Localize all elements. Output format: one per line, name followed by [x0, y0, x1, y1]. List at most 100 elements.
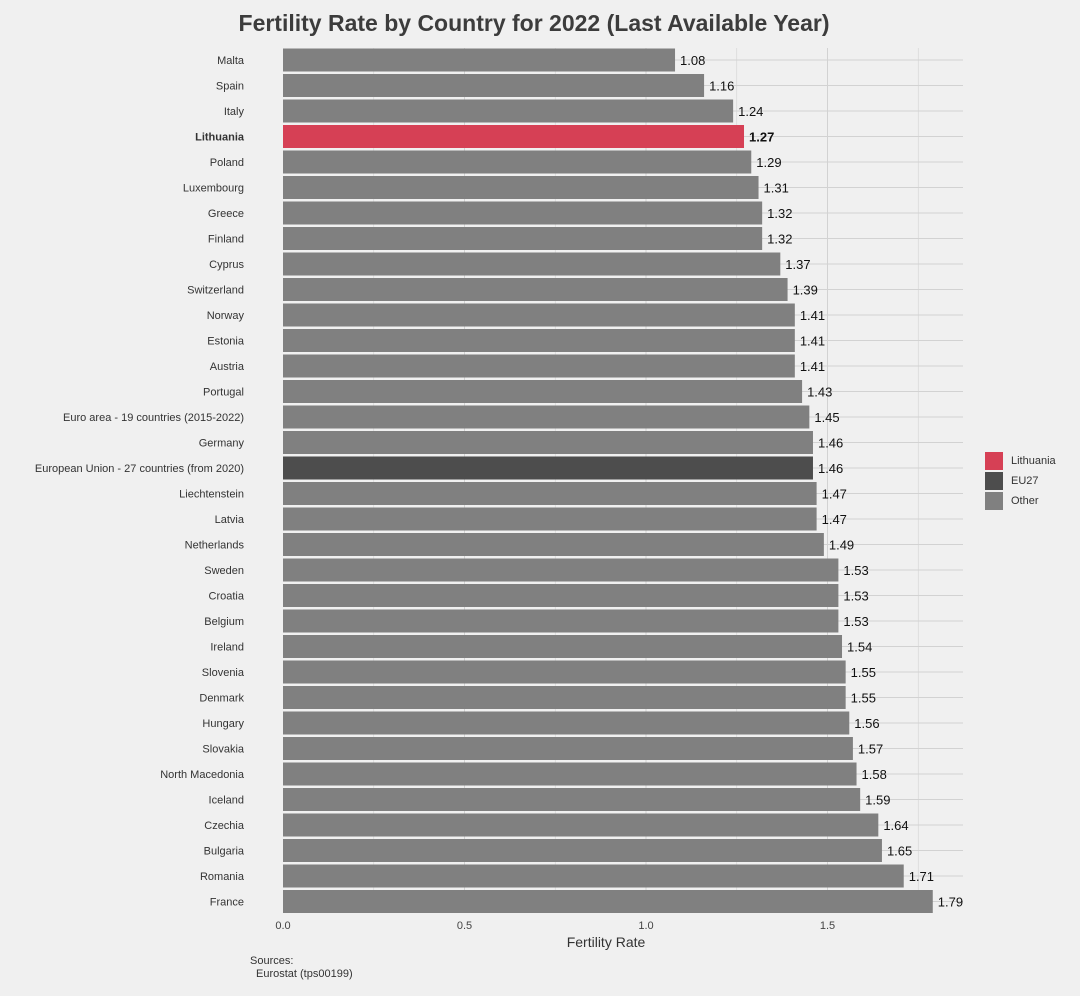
value-label: 1.29: [756, 155, 781, 170]
category-label: Poland: [210, 157, 244, 169]
bar-cyprus: [283, 252, 781, 276]
value-label: 1.46: [818, 436, 843, 451]
category-label: Ireland: [210, 642, 244, 654]
value-label: 1.16: [709, 79, 734, 94]
legend-item-eu27: EU27: [985, 471, 1056, 491]
category-label: Spain: [216, 81, 244, 93]
value-label: 1.53: [843, 614, 868, 629]
label-layer: 1.08 Malta 1.16 Spain 1.24 Italy 1.27 Lithuania…: [35, 53, 963, 910]
category-label: Denmark: [199, 693, 244, 705]
value-label: 1.47: [822, 487, 847, 502]
category-label: Sweden: [204, 565, 244, 577]
value-label: 1.55: [851, 691, 876, 706]
value-label: 1.27: [749, 130, 774, 145]
category-label: Slovakia: [202, 744, 244, 756]
category-label: Luxembourg: [183, 183, 244, 195]
category-label: Norway: [207, 310, 245, 322]
x-tick-label: 1.0: [638, 920, 653, 932]
x-tick-label: 1.5: [820, 920, 835, 932]
bar-portugal: [283, 380, 803, 403]
x-tick-label: 0.5: [457, 920, 472, 932]
category-label: France: [210, 897, 244, 909]
bar-lithuania: [283, 125, 745, 148]
category-label: Belgium: [204, 616, 244, 628]
category-label: Switzerland: [187, 285, 244, 297]
value-label: 1.49: [829, 538, 854, 553]
bar-belgium: [283, 609, 839, 633]
bar-norway: [283, 303, 795, 327]
category-label: Netherlands: [185, 540, 245, 552]
legend-item-lithuania: Lithuania: [985, 451, 1056, 471]
value-label: 1.24: [738, 104, 763, 119]
category-label: European Union - 27 countries (from 2020…: [35, 463, 244, 475]
bar-liechtenstein: [283, 482, 817, 505]
bar-malta: [283, 48, 676, 72]
bar-layer: [283, 48, 933, 913]
value-label: 1.71: [909, 869, 934, 884]
category-label: Slovenia: [202, 667, 245, 679]
value-label: 1.65: [887, 844, 912, 859]
legend-label: EU27: [1011, 475, 1039, 487]
category-label: Germany: [199, 438, 245, 450]
legend-label: Other: [1011, 495, 1039, 507]
category-label: Latvia: [215, 514, 245, 526]
legend-swatch: [985, 472, 1003, 490]
bar-italy: [283, 99, 734, 123]
value-label: 1.53: [843, 589, 868, 604]
bar-switzerland: [283, 278, 788, 301]
value-label: 1.53: [843, 563, 868, 578]
category-label: Iceland: [209, 795, 244, 807]
bar-finland: [283, 227, 763, 250]
value-label: 1.56: [854, 716, 879, 731]
category-label: Italy: [224, 106, 245, 118]
bar-romania: [283, 864, 904, 888]
category-label: Bulgaria: [204, 846, 245, 858]
category-label: Lithuania: [195, 132, 245, 144]
value-label: 1.79: [938, 895, 963, 910]
category-label: Austria: [210, 361, 245, 373]
value-label: 1.59: [865, 793, 890, 808]
bar-greece: [283, 201, 763, 225]
legend-label: Lithuania: [1011, 455, 1056, 467]
bar-slovakia: [283, 737, 853, 760]
sources-heading: Sources:: [250, 955, 294, 967]
legend-swatch: [985, 452, 1003, 470]
value-label: 1.55: [851, 665, 876, 680]
category-label: Cyprus: [209, 259, 244, 271]
value-label: 1.47: [822, 512, 847, 527]
x-tick-label: 0.0: [275, 920, 290, 932]
bar-poland: [283, 150, 752, 174]
value-label: 1.39: [793, 283, 818, 298]
bar-austria: [283, 354, 795, 378]
bar-european-union-27-countries-from-2020: [283, 456, 813, 480]
category-label: Estonia: [207, 336, 245, 348]
x-axis-label: Fertility Rate: [567, 934, 646, 950]
bar-euro-area-19-countries-2015-2022: [283, 405, 810, 429]
category-label: North Macedonia: [160, 769, 245, 781]
bar-iceland: [283, 788, 861, 811]
bar-bulgaria: [283, 839, 882, 862]
bar-latvia: [283, 507, 817, 531]
category-label: Czechia: [204, 820, 245, 832]
bar-sweden: [283, 558, 839, 582]
bar-ireland: [283, 635, 843, 658]
bar-netherlands: [283, 533, 824, 556]
bar-czechia: [283, 813, 879, 837]
chart-title: Fertility Rate by Country for 2022 (Last…: [238, 10, 830, 36]
value-label: 1.57: [858, 742, 883, 757]
bar-spain: [283, 74, 705, 97]
category-label: Romania: [200, 871, 245, 883]
bar-denmark: [283, 686, 846, 709]
bar-france: [283, 890, 933, 913]
category-label: Finland: [208, 234, 244, 246]
bar-luxembourg: [283, 176, 759, 199]
bar-north-macedonia: [283, 762, 857, 786]
category-label: Hungary: [202, 718, 244, 730]
value-label: 1.64: [883, 818, 908, 833]
bar-slovenia: [283, 660, 846, 684]
sources-note: Sources: Eurostat (tps00199): [250, 955, 353, 981]
category-label: Greece: [208, 208, 244, 220]
category-label: Malta: [217, 55, 245, 67]
value-label: 1.46: [818, 461, 843, 476]
